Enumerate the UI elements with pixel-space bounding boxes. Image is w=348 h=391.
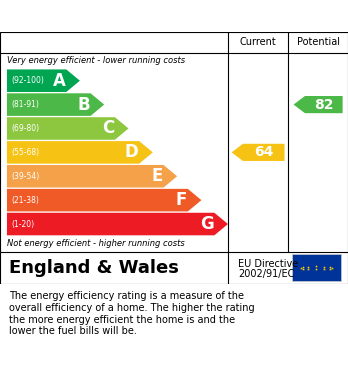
Polygon shape <box>231 144 285 161</box>
Polygon shape <box>7 213 228 235</box>
Polygon shape <box>7 141 153 164</box>
Text: F: F <box>176 191 187 209</box>
Text: (92-100): (92-100) <box>11 76 44 85</box>
Bar <box>292 255 341 281</box>
Text: 82: 82 <box>314 98 333 111</box>
Text: E: E <box>151 167 163 185</box>
Text: (39-54): (39-54) <box>11 172 39 181</box>
Text: A: A <box>53 72 66 90</box>
Text: England & Wales: England & Wales <box>9 259 179 277</box>
Text: Energy Efficiency Rating: Energy Efficiency Rating <box>9 7 238 25</box>
Polygon shape <box>293 96 343 113</box>
Text: C: C <box>102 120 114 138</box>
Text: Potential: Potential <box>296 38 340 47</box>
Text: Very energy efficient - lower running costs: Very energy efficient - lower running co… <box>7 56 185 65</box>
Text: (21-38): (21-38) <box>11 196 39 204</box>
Polygon shape <box>7 70 80 92</box>
Text: EU Directive: EU Directive <box>238 259 299 269</box>
Text: 64: 64 <box>254 145 274 160</box>
Text: (81-91): (81-91) <box>11 100 39 109</box>
Text: Current: Current <box>240 38 276 47</box>
Polygon shape <box>7 189 201 212</box>
Text: (55-68): (55-68) <box>11 148 39 157</box>
Text: (1-20): (1-20) <box>11 219 34 228</box>
Text: The energy efficiency rating is a measure of the
overall efficiency of a home. T: The energy efficiency rating is a measur… <box>9 291 254 336</box>
Text: D: D <box>125 143 139 161</box>
Text: 2002/91/EC: 2002/91/EC <box>238 269 295 279</box>
Polygon shape <box>7 93 104 116</box>
Text: B: B <box>77 95 90 114</box>
Text: Not energy efficient - higher running costs: Not energy efficient - higher running co… <box>7 239 185 248</box>
Polygon shape <box>7 165 177 188</box>
Polygon shape <box>7 117 128 140</box>
Text: G: G <box>200 215 214 233</box>
Text: (69-80): (69-80) <box>11 124 39 133</box>
